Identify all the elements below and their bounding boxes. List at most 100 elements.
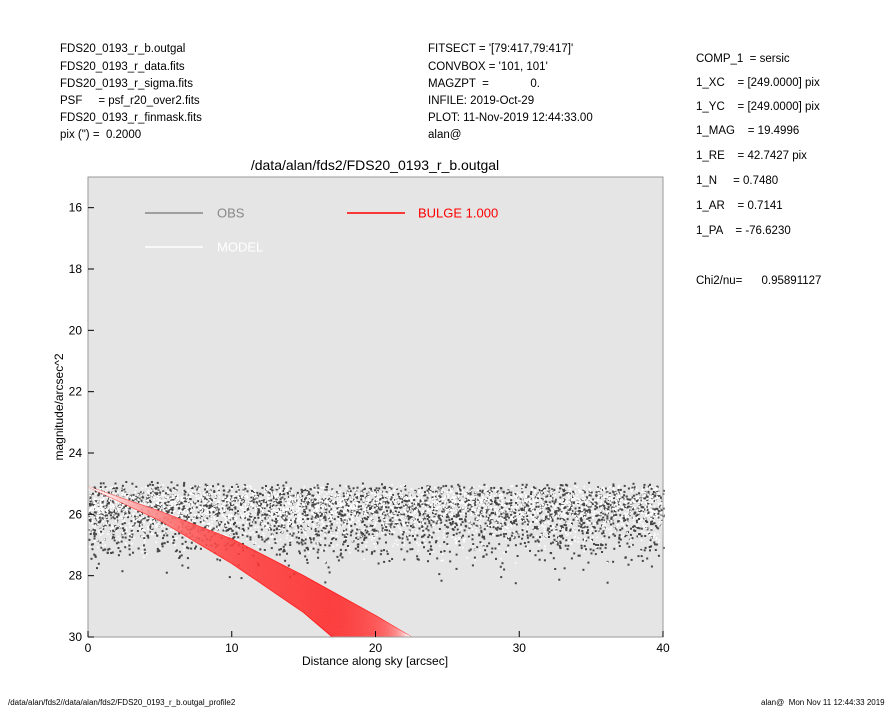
model-point [117, 507, 120, 510]
obs-point [459, 518, 461, 521]
obs-point [382, 511, 385, 514]
model-point [338, 507, 340, 510]
model-point [322, 524, 324, 527]
obs-point [113, 509, 116, 512]
obs-point [238, 495, 241, 498]
model-point [267, 500, 269, 503]
model-point [621, 515, 623, 518]
obs-point [247, 518, 249, 521]
obs-point [601, 551, 603, 553]
model-point [135, 523, 138, 525]
model-point [501, 489, 503, 491]
model-point [253, 542, 255, 545]
obs-point [272, 497, 275, 500]
obs-point [336, 511, 339, 514]
model-point [328, 518, 330, 521]
obs-point [503, 535, 506, 538]
obs-point [338, 513, 341, 516]
obs-point [555, 540, 558, 543]
obs-point [287, 495, 290, 498]
obs-point [456, 492, 459, 495]
model-point [461, 491, 463, 494]
obs-point [146, 519, 149, 522]
obs-point [246, 535, 249, 538]
model-point [270, 536, 272, 538]
obs-point [301, 538, 303, 541]
obs-point [165, 512, 168, 515]
model-point [427, 500, 430, 502]
obs-point [507, 537, 509, 540]
obs-point [399, 497, 402, 500]
model-point [624, 502, 627, 504]
obs-point [266, 504, 269, 507]
model-point [125, 542, 127, 545]
obs-point [552, 557, 555, 560]
obs-point [365, 531, 368, 534]
obs-point [596, 547, 599, 550]
model-point [337, 491, 340, 493]
obs-point [482, 555, 485, 558]
model-point [223, 506, 225, 509]
obs-point [498, 502, 501, 505]
obs-point [487, 517, 490, 519]
model-point [328, 526, 331, 528]
obs-point [305, 514, 308, 517]
model-point [395, 516, 398, 519]
model-series [88, 484, 665, 564]
obs-point [601, 503, 604, 506]
model-point [139, 501, 141, 504]
model-point [101, 514, 103, 517]
obs-point [291, 511, 294, 514]
obs-point [590, 522, 593, 525]
model-point [312, 512, 315, 515]
obs-point [295, 517, 298, 520]
obs-point [610, 517, 613, 520]
model-point [371, 511, 374, 513]
model-point [590, 507, 593, 510]
model-point [337, 494, 339, 497]
model-point [432, 500, 434, 503]
model-point [498, 511, 501, 514]
obs-point [494, 499, 497, 502]
model-point [497, 508, 500, 511]
obs-point [361, 541, 364, 544]
obs-point [224, 523, 227, 526]
obs-point [317, 548, 320, 551]
obs-point [160, 522, 163, 525]
model-point [418, 517, 421, 520]
obs-point [305, 500, 308, 503]
obs-point [547, 527, 550, 530]
model-point [614, 512, 616, 514]
obs-point [498, 508, 501, 511]
model-point [627, 500, 630, 503]
obs-point [564, 544, 567, 547]
obs-point [570, 504, 573, 507]
obs-point [205, 505, 208, 508]
obs-point [424, 522, 427, 525]
model-point [290, 496, 292, 499]
obs-point [506, 513, 509, 516]
model-point [225, 535, 227, 537]
model-point [616, 524, 619, 526]
obs-point [257, 536, 260, 539]
model-point [592, 505, 595, 508]
model-point [236, 521, 239, 524]
obs-point [539, 520, 542, 523]
obs-point [385, 541, 387, 544]
obs-point [196, 516, 199, 519]
obs-point [549, 495, 552, 497]
obs-point [263, 549, 266, 551]
obs-point [459, 510, 462, 513]
obs-point [428, 488, 430, 490]
obs-point [200, 500, 203, 503]
model-point [297, 533, 300, 536]
obs-point [580, 523, 583, 526]
obs-point [183, 483, 186, 486]
obs-point [314, 527, 317, 530]
model-point [472, 504, 474, 506]
obs-point [101, 517, 104, 520]
obs-point [545, 501, 548, 503]
model-point [317, 512, 319, 514]
obs-point [586, 509, 588, 512]
obs-point [111, 511, 114, 514]
